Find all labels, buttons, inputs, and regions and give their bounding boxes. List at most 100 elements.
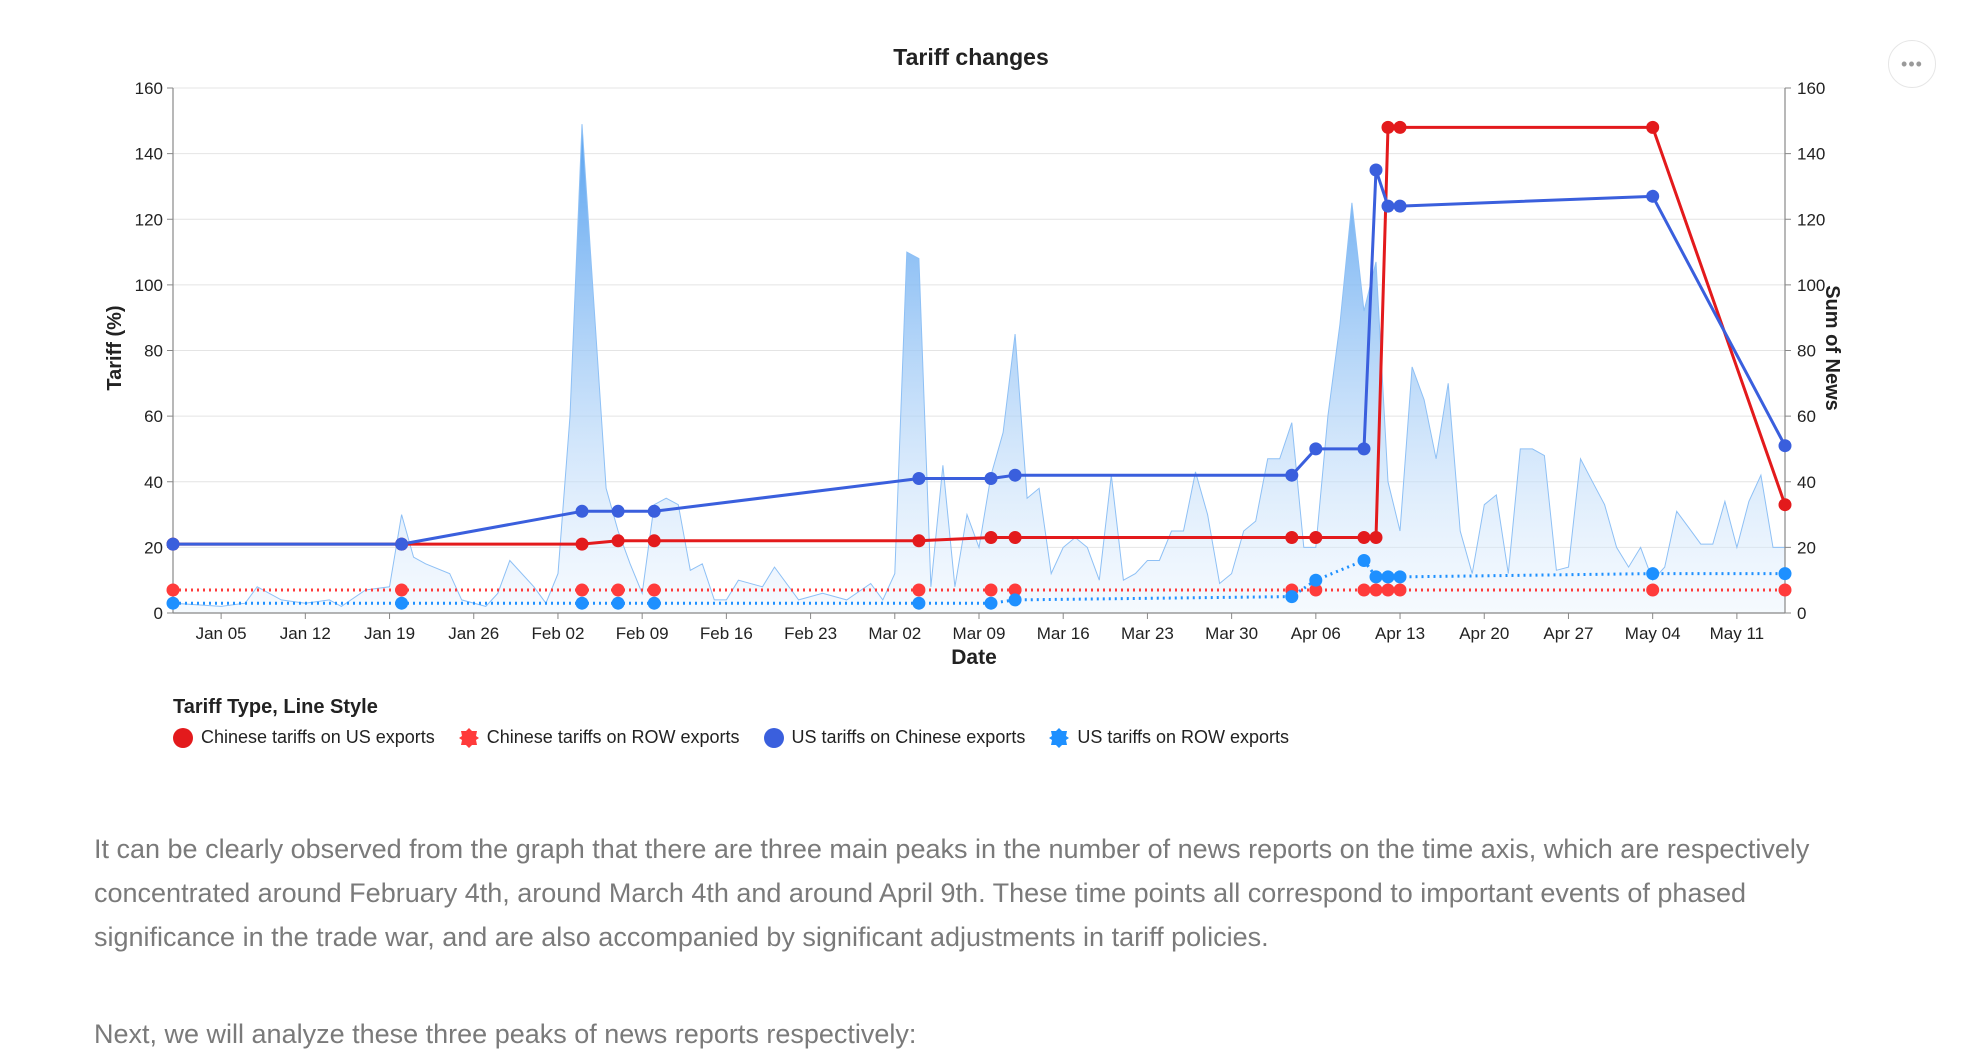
x-tick-label: Feb 16 bbox=[700, 624, 753, 643]
data-point bbox=[166, 583, 180, 597]
x-tick-label: Apr 13 bbox=[1375, 624, 1425, 643]
legend-item-chinese-us[interactable]: Chinese tariffs on US exports bbox=[173, 727, 435, 748]
y-tick-label: 100 bbox=[135, 276, 163, 295]
data-point bbox=[1393, 570, 1407, 584]
legend-marker-circle-icon bbox=[763, 727, 784, 748]
legend-label: US tariffs on Chinese exports bbox=[791, 727, 1026, 747]
data-point bbox=[984, 583, 998, 597]
data-point bbox=[1646, 567, 1660, 581]
y-tick-label: 0 bbox=[154, 604, 163, 623]
tariff-chart: Tariff changes 0 0 20 20 40 40 60 60 80 80 100 100 1… bbox=[104, 44, 1843, 669]
data-point bbox=[1646, 583, 1660, 597]
data-point bbox=[1357, 442, 1371, 456]
y-tick-label: 20 bbox=[144, 538, 163, 557]
data-point bbox=[1381, 199, 1395, 213]
data-point bbox=[575, 596, 589, 610]
x-tick-label: Mar 23 bbox=[1121, 624, 1174, 643]
data-point bbox=[1309, 442, 1323, 456]
x-tick-label: Feb 02 bbox=[531, 624, 584, 643]
data-point bbox=[575, 583, 589, 597]
x-tick-label: Jan 12 bbox=[280, 624, 331, 643]
axes: 0 0 20 20 40 40 60 60 80 80 100 100 120 120 140 140 160 1… bbox=[135, 79, 1826, 643]
grid-lines bbox=[173, 87, 1785, 614]
data-point bbox=[1008, 468, 1022, 482]
legend-title: Tariff Type, Line Style bbox=[173, 696, 378, 718]
legend-item-chinese-row[interactable]: Chinese tariffs on ROW exports bbox=[458, 727, 740, 748]
more-horizontal-icon: ••• bbox=[1901, 53, 1923, 74]
x-tick-label: Apr 27 bbox=[1543, 624, 1593, 643]
data-point bbox=[1008, 583, 1022, 597]
y-tick-label-right: 100 bbox=[1797, 276, 1825, 295]
data-point bbox=[912, 534, 926, 548]
x-tick-label: Jan 05 bbox=[196, 624, 247, 643]
x-tick-label: May 11 bbox=[1710, 624, 1765, 643]
tariff-points bbox=[166, 120, 1792, 610]
data-point bbox=[166, 537, 180, 551]
data-point bbox=[1778, 439, 1792, 453]
x-tick-label: Mar 30 bbox=[1205, 624, 1258, 643]
more-options-button[interactable]: ••• bbox=[1888, 40, 1936, 88]
data-point bbox=[1393, 120, 1407, 134]
y-tick-label: 60 bbox=[144, 407, 163, 426]
data-point bbox=[1309, 573, 1323, 587]
y-tick-label-right: 40 bbox=[1797, 473, 1816, 492]
data-point bbox=[611, 596, 625, 610]
legend-item-us-row[interactable]: US tariffs on ROW exports bbox=[1049, 727, 1289, 748]
article-paragraph: It can be clearly observed from the grap… bbox=[94, 834, 1810, 952]
data-point bbox=[395, 537, 409, 551]
legend-label: Chinese tariffs on ROW exports bbox=[486, 727, 740, 747]
legend-marker-jagged-icon bbox=[1049, 727, 1070, 748]
y-axis-label-left: Tariff (%) bbox=[104, 305, 126, 390]
y-tick-label-right: 20 bbox=[1797, 538, 1816, 557]
data-point bbox=[395, 596, 409, 610]
data-point bbox=[1285, 590, 1299, 604]
x-tick-label: Jan 19 bbox=[364, 624, 415, 643]
data-point bbox=[647, 583, 661, 597]
legend-label: US tariffs on ROW exports bbox=[1077, 727, 1290, 747]
data-point bbox=[611, 534, 625, 548]
data-point bbox=[1646, 120, 1660, 134]
chart-title: Tariff changes bbox=[893, 44, 1049, 70]
data-point bbox=[912, 583, 926, 597]
data-point bbox=[1369, 583, 1383, 597]
y-tick-label-right: 0 bbox=[1797, 604, 1806, 623]
data-point bbox=[166, 596, 180, 610]
x-tick-label: May 04 bbox=[1625, 624, 1681, 643]
data-point bbox=[395, 583, 409, 597]
data-point bbox=[1357, 554, 1371, 567]
y-tick-label: 80 bbox=[144, 342, 163, 361]
data-point bbox=[1369, 531, 1383, 544]
data-point bbox=[1778, 567, 1792, 581]
y-axis-label-right: Sum of News bbox=[1821, 285, 1843, 411]
data-point bbox=[1008, 531, 1022, 544]
data-point bbox=[1381, 583, 1395, 597]
y-tick-label: 140 bbox=[135, 145, 163, 164]
legend-label: Chinese tariffs on US exports bbox=[201, 727, 435, 747]
x-axis-label: Date bbox=[951, 646, 997, 669]
data-point bbox=[647, 534, 661, 548]
y-tick-label: 120 bbox=[135, 210, 163, 229]
data-point bbox=[1357, 583, 1371, 597]
data-point bbox=[912, 472, 926, 485]
y-tick-label-right: 80 bbox=[1797, 342, 1816, 361]
news-area-path bbox=[172, 124, 1786, 614]
series-line bbox=[173, 559, 1785, 605]
x-tick-label: Feb 09 bbox=[616, 624, 669, 643]
data-point bbox=[1778, 498, 1792, 512]
x-tick-label: Mar 02 bbox=[868, 624, 921, 643]
data-point bbox=[1646, 189, 1660, 203]
legend-marker-circle-icon bbox=[173, 727, 193, 748]
data-point bbox=[611, 504, 625, 518]
data-point bbox=[647, 596, 661, 610]
data-point bbox=[1393, 583, 1407, 597]
data-point bbox=[1285, 468, 1299, 482]
legend-item-us-chinese[interactable]: US tariffs on Chinese exports bbox=[763, 727, 1026, 748]
legend-marker-jagged-icon bbox=[458, 727, 479, 748]
data-point bbox=[1309, 531, 1323, 544]
legend-items: Chinese tariffs on US exports Chinese ta… bbox=[173, 727, 1289, 748]
x-tick-label: Jan 26 bbox=[448, 624, 499, 643]
y-tick-label: 40 bbox=[144, 473, 163, 492]
x-tick-label: Mar 09 bbox=[953, 624, 1006, 643]
data-point bbox=[1357, 531, 1371, 544]
data-point bbox=[984, 596, 998, 610]
